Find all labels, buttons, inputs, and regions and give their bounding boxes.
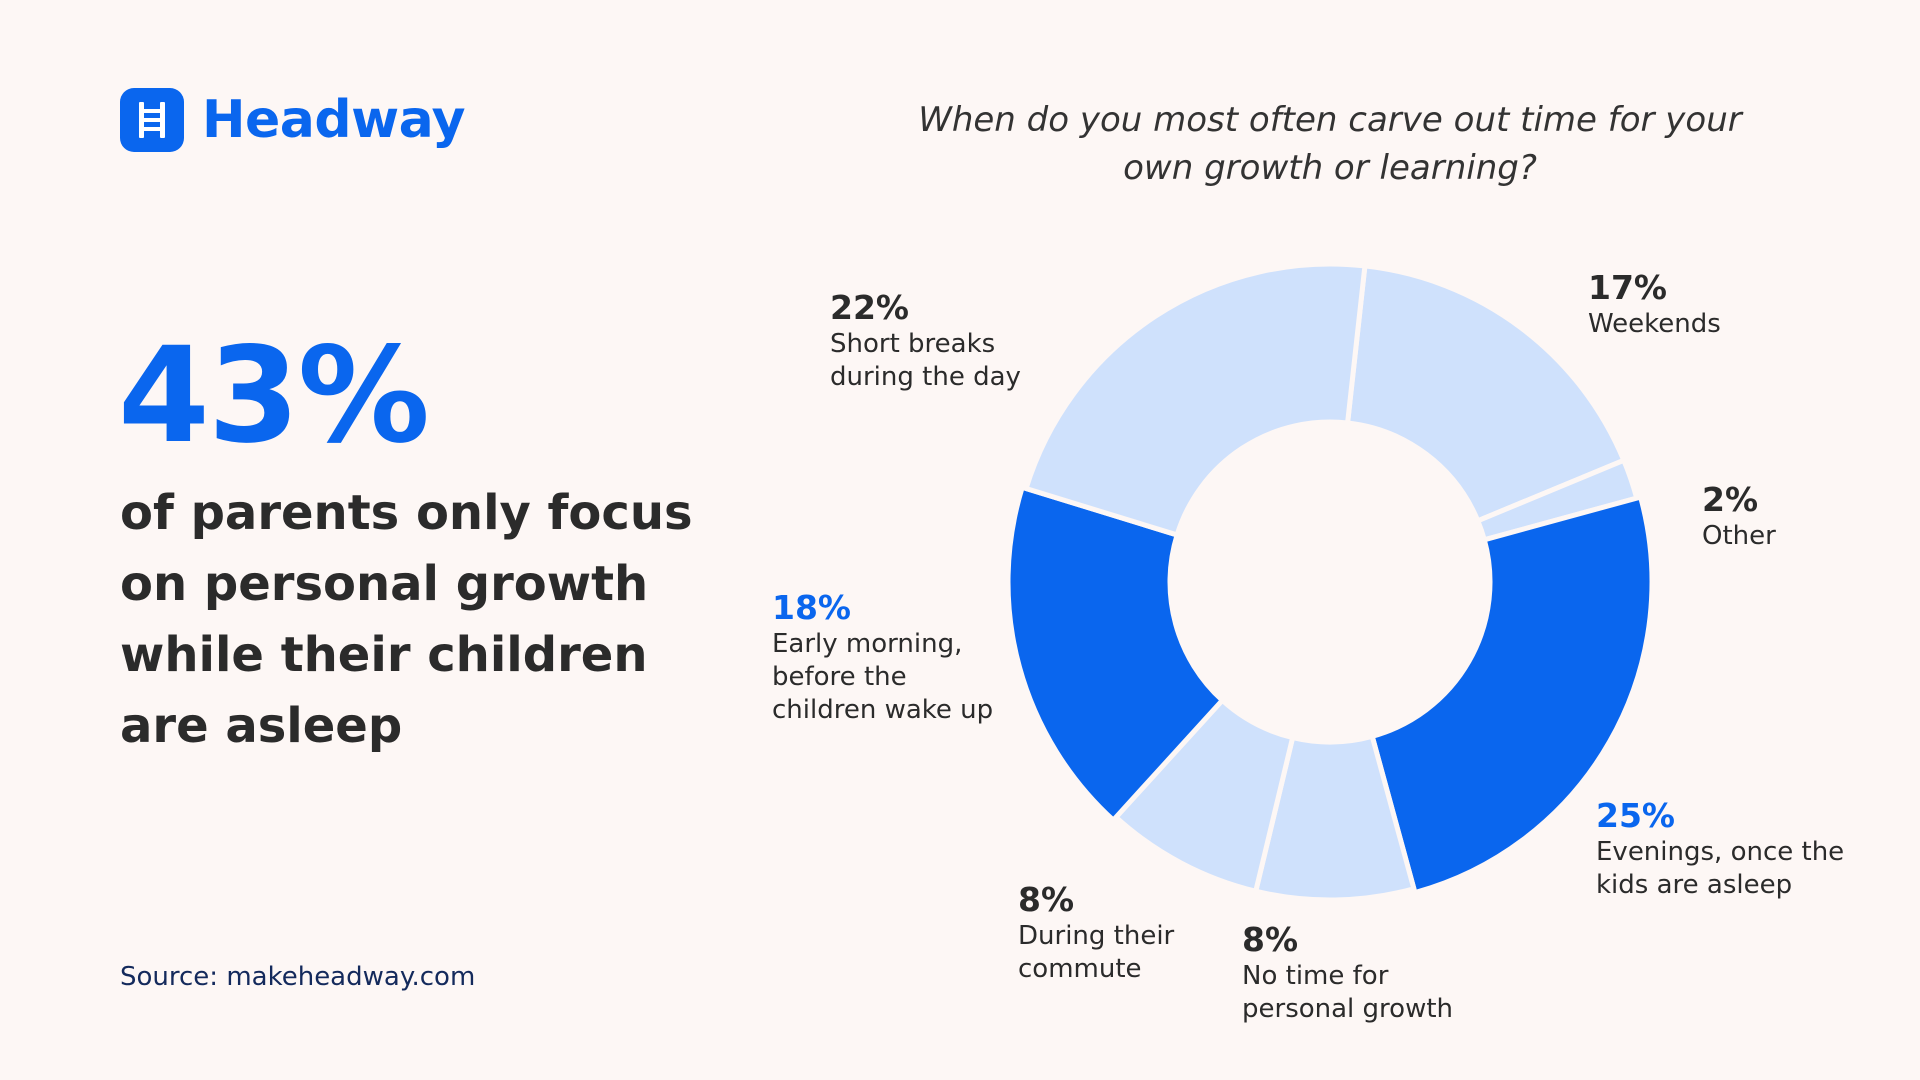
donut-slice [1345, 263, 1627, 524]
segment-label: During their commute [1018, 921, 1175, 984]
donut-slice [1369, 494, 1655, 896]
segment-value: 22% [830, 288, 909, 327]
brand-logo: Headway [120, 88, 466, 152]
headline-stat: 43% [118, 319, 430, 473]
ladder-icon [120, 88, 184, 152]
segment-value: 8% [1242, 920, 1299, 959]
donut-slice [1023, 261, 1368, 538]
label-short-breaks: 22% Short breaks during the day [830, 288, 1021, 394]
label-weekends: 17% Weekends [1588, 268, 1721, 341]
segment-value: 25% [1596, 796, 1675, 835]
label-no-time: 8% No time for personal growth [1242, 920, 1453, 1026]
headline-description: of parents only focus on personal growth… [120, 485, 693, 754]
label-commute: 8% During their commute [1018, 880, 1174, 986]
brand-name: Headway [202, 90, 466, 150]
segment-label: Evenings, once the kids are asleep [1596, 837, 1845, 900]
segment-value: 2% [1702, 480, 1759, 519]
label-other: 2% Other [1702, 480, 1776, 553]
segment-label: Other [1702, 521, 1776, 551]
source-note: Source: makeheadway.com [120, 962, 476, 992]
segment-label: Weekends [1588, 309, 1721, 339]
donut-slice [1005, 484, 1225, 823]
chart-title: When do you most often carve out time fo… [918, 100, 1742, 188]
segment-label: Early morning, before the children wake … [772, 629, 994, 725]
segment-value: 17% [1588, 268, 1667, 307]
segment-label: Short breaks during the day [830, 329, 1021, 392]
label-evenings: 25% Evenings, once the kids are asleep [1596, 796, 1844, 902]
segment-label: No time for personal growth [1242, 961, 1454, 1024]
label-early-morning: 18% Early morning, before the children w… [772, 588, 993, 727]
segment-value: 18% [772, 588, 851, 627]
segment-value: 8% [1018, 880, 1075, 919]
